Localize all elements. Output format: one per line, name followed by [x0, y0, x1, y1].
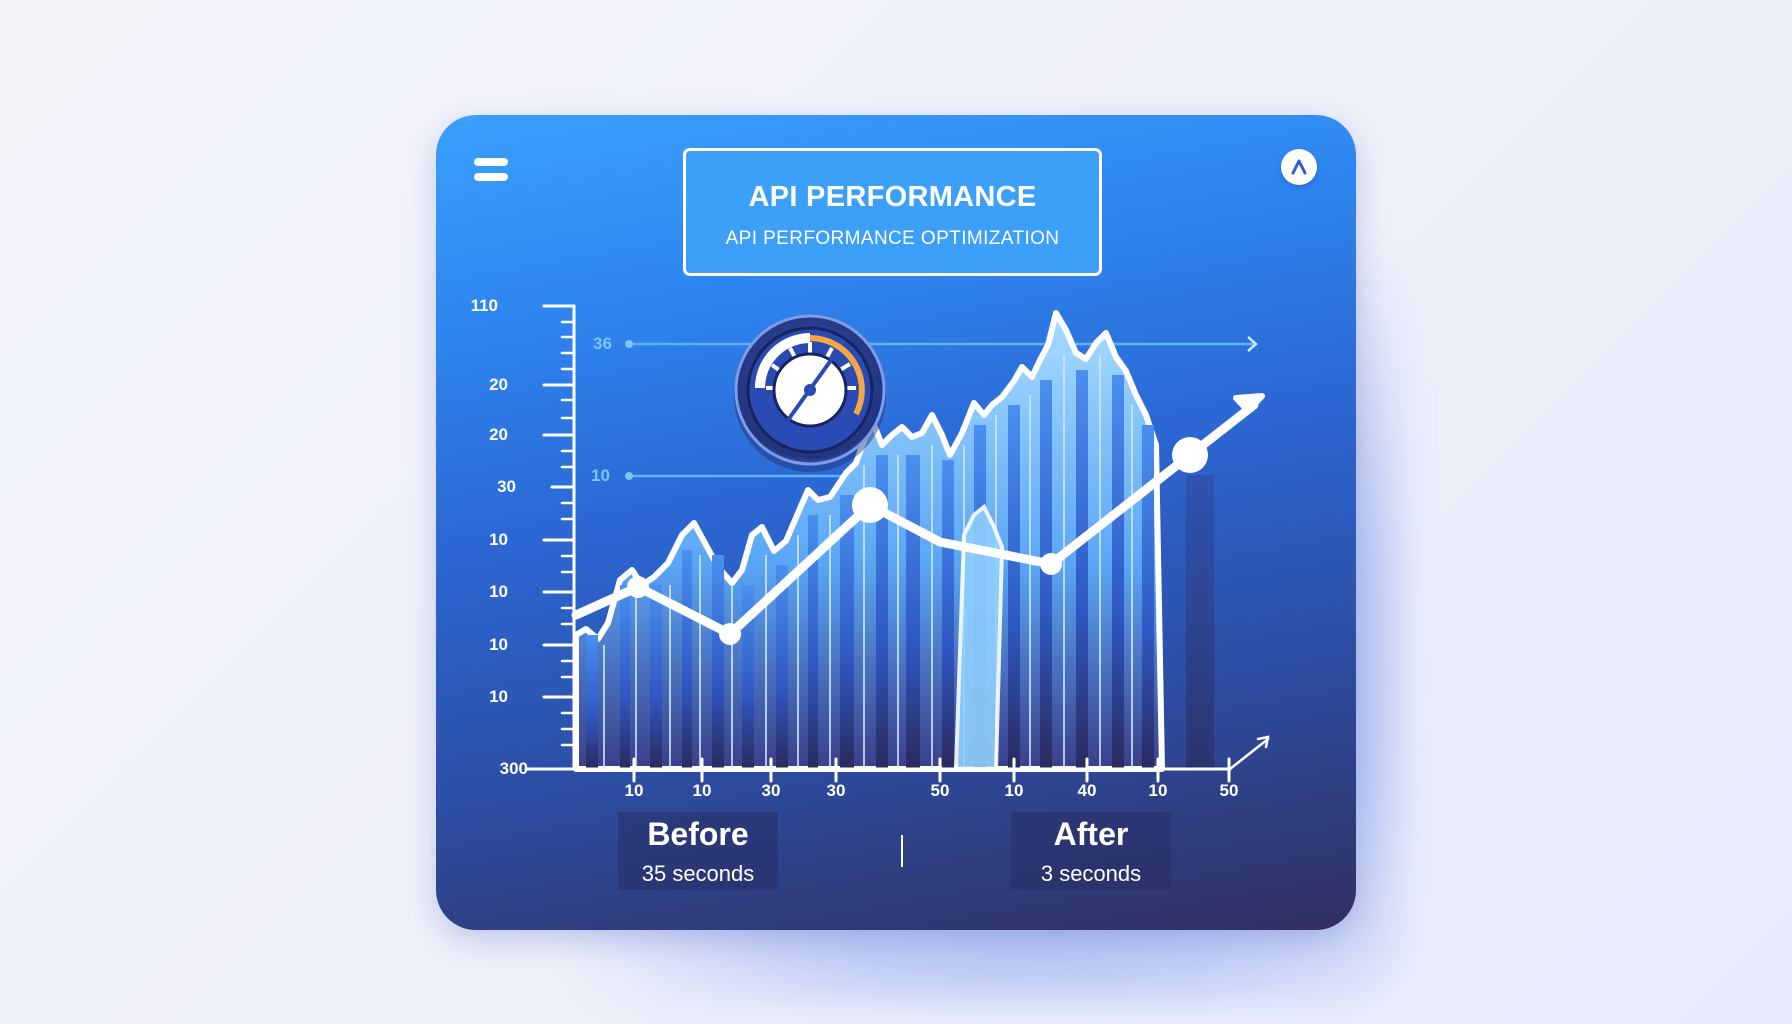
after-label: After: [1053, 816, 1129, 852]
x-tick-label: 10: [692, 781, 712, 800]
page-title: API PERFORMANCE: [748, 181, 1037, 213]
x-tick-label: 10: [1004, 781, 1024, 800]
y-tick-label: 20: [489, 375, 508, 394]
hamburger-menu-icon[interactable]: [474, 158, 508, 186]
after-value: 3 seconds: [1040, 861, 1142, 886]
after-panel: After 3 seconds: [1011, 812, 1171, 890]
y-tick-label: 300: [499, 759, 528, 778]
trend-line: [571, 393, 1265, 645]
before-label: Before: [647, 816, 749, 852]
x-tick-label: 50: [1219, 781, 1239, 800]
x-tick-label: 10: [624, 781, 644, 800]
y-tick-label: 10: [489, 582, 508, 601]
comparison-divider: [901, 835, 903, 867]
y-tick-label: 10: [489, 635, 508, 654]
reference-label-36: 36: [593, 334, 612, 353]
x-axis: [572, 735, 1270, 783]
x-tick-label: 50: [930, 781, 950, 800]
y-tick-label: 20: [489, 425, 508, 444]
y-tick-label: 10: [489, 687, 508, 706]
performance-card: API PERFORMANCE API PERFORMANCE OPTIMIZA…: [436, 115, 1356, 930]
x-tick-label: 30: [826, 781, 846, 800]
before-panel: Before 35 seconds: [618, 812, 778, 890]
reference-line-36: [625, 336, 1258, 352]
caret-up-logo-icon[interactable]: [1281, 149, 1317, 185]
before-value: 35 seconds: [641, 861, 755, 886]
x-tick-label: 10: [1148, 781, 1168, 800]
reference-label-10: 10: [591, 466, 610, 485]
speedometer-icon: [734, 314, 886, 472]
y-tick-label: 10: [489, 530, 508, 549]
y-tick-label: 110: [470, 296, 498, 315]
y-axis: [524, 304, 576, 771]
chart-area: [524, 304, 1270, 783]
title-box: API PERFORMANCE API PERFORMANCE OPTIMIZA…: [683, 148, 1102, 276]
y-tick-label: 30: [497, 477, 516, 496]
page-subtitle: API PERFORMANCE OPTIMIZATION: [725, 228, 1060, 249]
x-tick-label: 30: [761, 781, 781, 800]
x-tick-label: 40: [1077, 781, 1097, 800]
